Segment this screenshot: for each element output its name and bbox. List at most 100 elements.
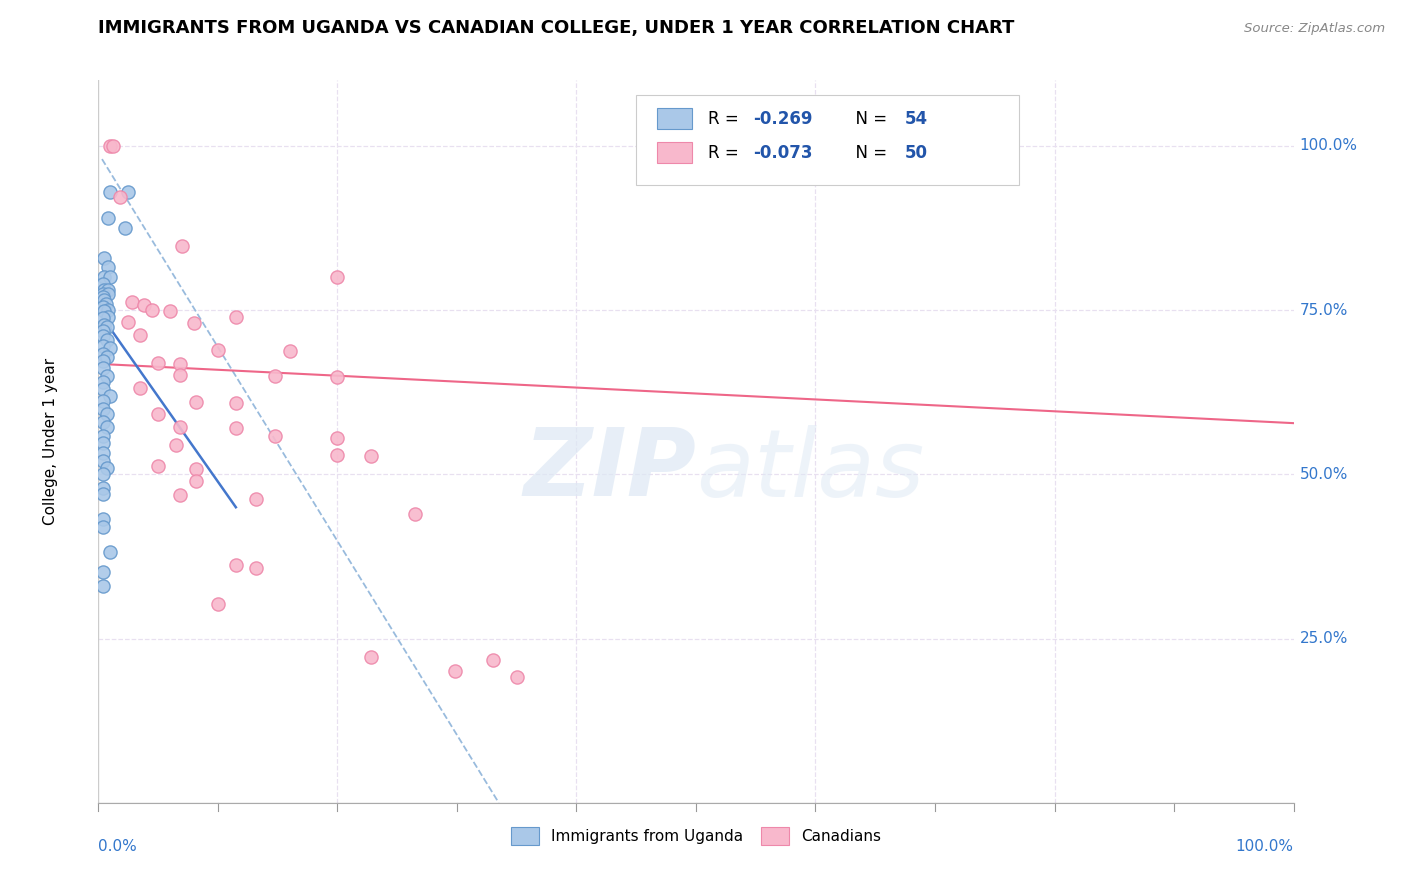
Point [91,277,114,291]
Point [183,316,205,330]
Point [98,545,122,559]
Point [360,650,382,665]
Text: R =: R = [709,144,744,161]
Point [245,492,267,507]
Point [159,304,181,318]
Point [129,381,152,395]
Text: atlas: atlas [696,425,924,516]
Point [506,670,529,684]
Point [148,459,170,474]
Point [91,300,114,314]
Text: 0.0%: 0.0% [98,838,138,854]
Point [91,329,114,343]
Point [96,368,118,383]
Point [108,190,131,204]
Point [360,449,382,463]
Point [91,393,114,408]
Point [98,185,122,199]
Text: 50: 50 [905,144,928,161]
Text: 25.0%: 25.0% [1299,632,1348,646]
Point [225,421,247,435]
Point [141,303,163,318]
Point [114,221,136,235]
Point [186,395,208,409]
Point [225,558,247,572]
Point [326,370,349,384]
Point [91,565,114,579]
Point [91,512,114,526]
Point [165,438,187,452]
Point [186,462,208,476]
Legend: Immigrants from Uganda, Canadians: Immigrants from Uganda, Canadians [506,822,886,849]
Point [91,339,114,353]
Text: 100.0%: 100.0% [1299,138,1358,153]
Point [326,448,349,462]
Point [225,310,247,324]
Point [91,286,114,301]
Text: 50.0%: 50.0% [1299,467,1348,482]
Point [91,382,114,396]
Point [91,347,114,361]
FancyBboxPatch shape [657,142,692,163]
Point [91,454,114,468]
Point [169,368,191,382]
Point [91,429,114,443]
Point [91,361,114,376]
Point [101,139,124,153]
Point [685,152,707,166]
Point [207,598,229,612]
Point [121,295,143,310]
Point [132,298,155,312]
Point [117,185,139,199]
Point [91,520,114,534]
Point [91,401,114,416]
Point [148,356,170,370]
Point [225,396,247,410]
Point [91,579,114,593]
Point [93,251,115,265]
Text: Source: ZipAtlas.com: Source: ZipAtlas.com [1244,22,1385,36]
Point [93,284,115,298]
Point [94,296,117,310]
Text: -0.269: -0.269 [754,110,813,128]
Text: 100.0%: 100.0% [1236,838,1294,854]
Point [91,467,114,482]
Point [91,290,114,304]
Point [96,333,118,347]
Point [326,270,349,285]
Point [91,376,114,390]
Point [96,460,118,475]
FancyBboxPatch shape [637,95,1019,185]
Point [91,415,114,429]
Text: N =: N = [845,144,893,161]
Point [96,319,118,334]
Point [264,368,287,383]
Point [98,270,122,285]
Point [278,343,301,358]
Point [93,304,115,318]
Point [93,270,115,285]
Text: -0.073: -0.073 [754,144,813,161]
Point [96,420,118,434]
Point [98,139,122,153]
Point [98,388,122,402]
FancyBboxPatch shape [657,108,692,129]
Point [91,446,114,460]
Point [326,431,349,445]
Point [245,560,267,574]
Point [91,354,114,368]
Point [97,310,120,324]
Point [186,474,208,488]
Point [93,293,115,308]
Point [172,239,194,253]
Point [129,328,152,343]
Point [96,407,118,421]
Point [91,435,114,450]
Point [148,407,170,421]
Point [97,260,120,275]
Point [97,286,120,301]
Text: College, Under 1 year: College, Under 1 year [44,358,58,525]
Point [91,481,114,495]
Point [169,488,191,502]
Point [91,487,114,501]
